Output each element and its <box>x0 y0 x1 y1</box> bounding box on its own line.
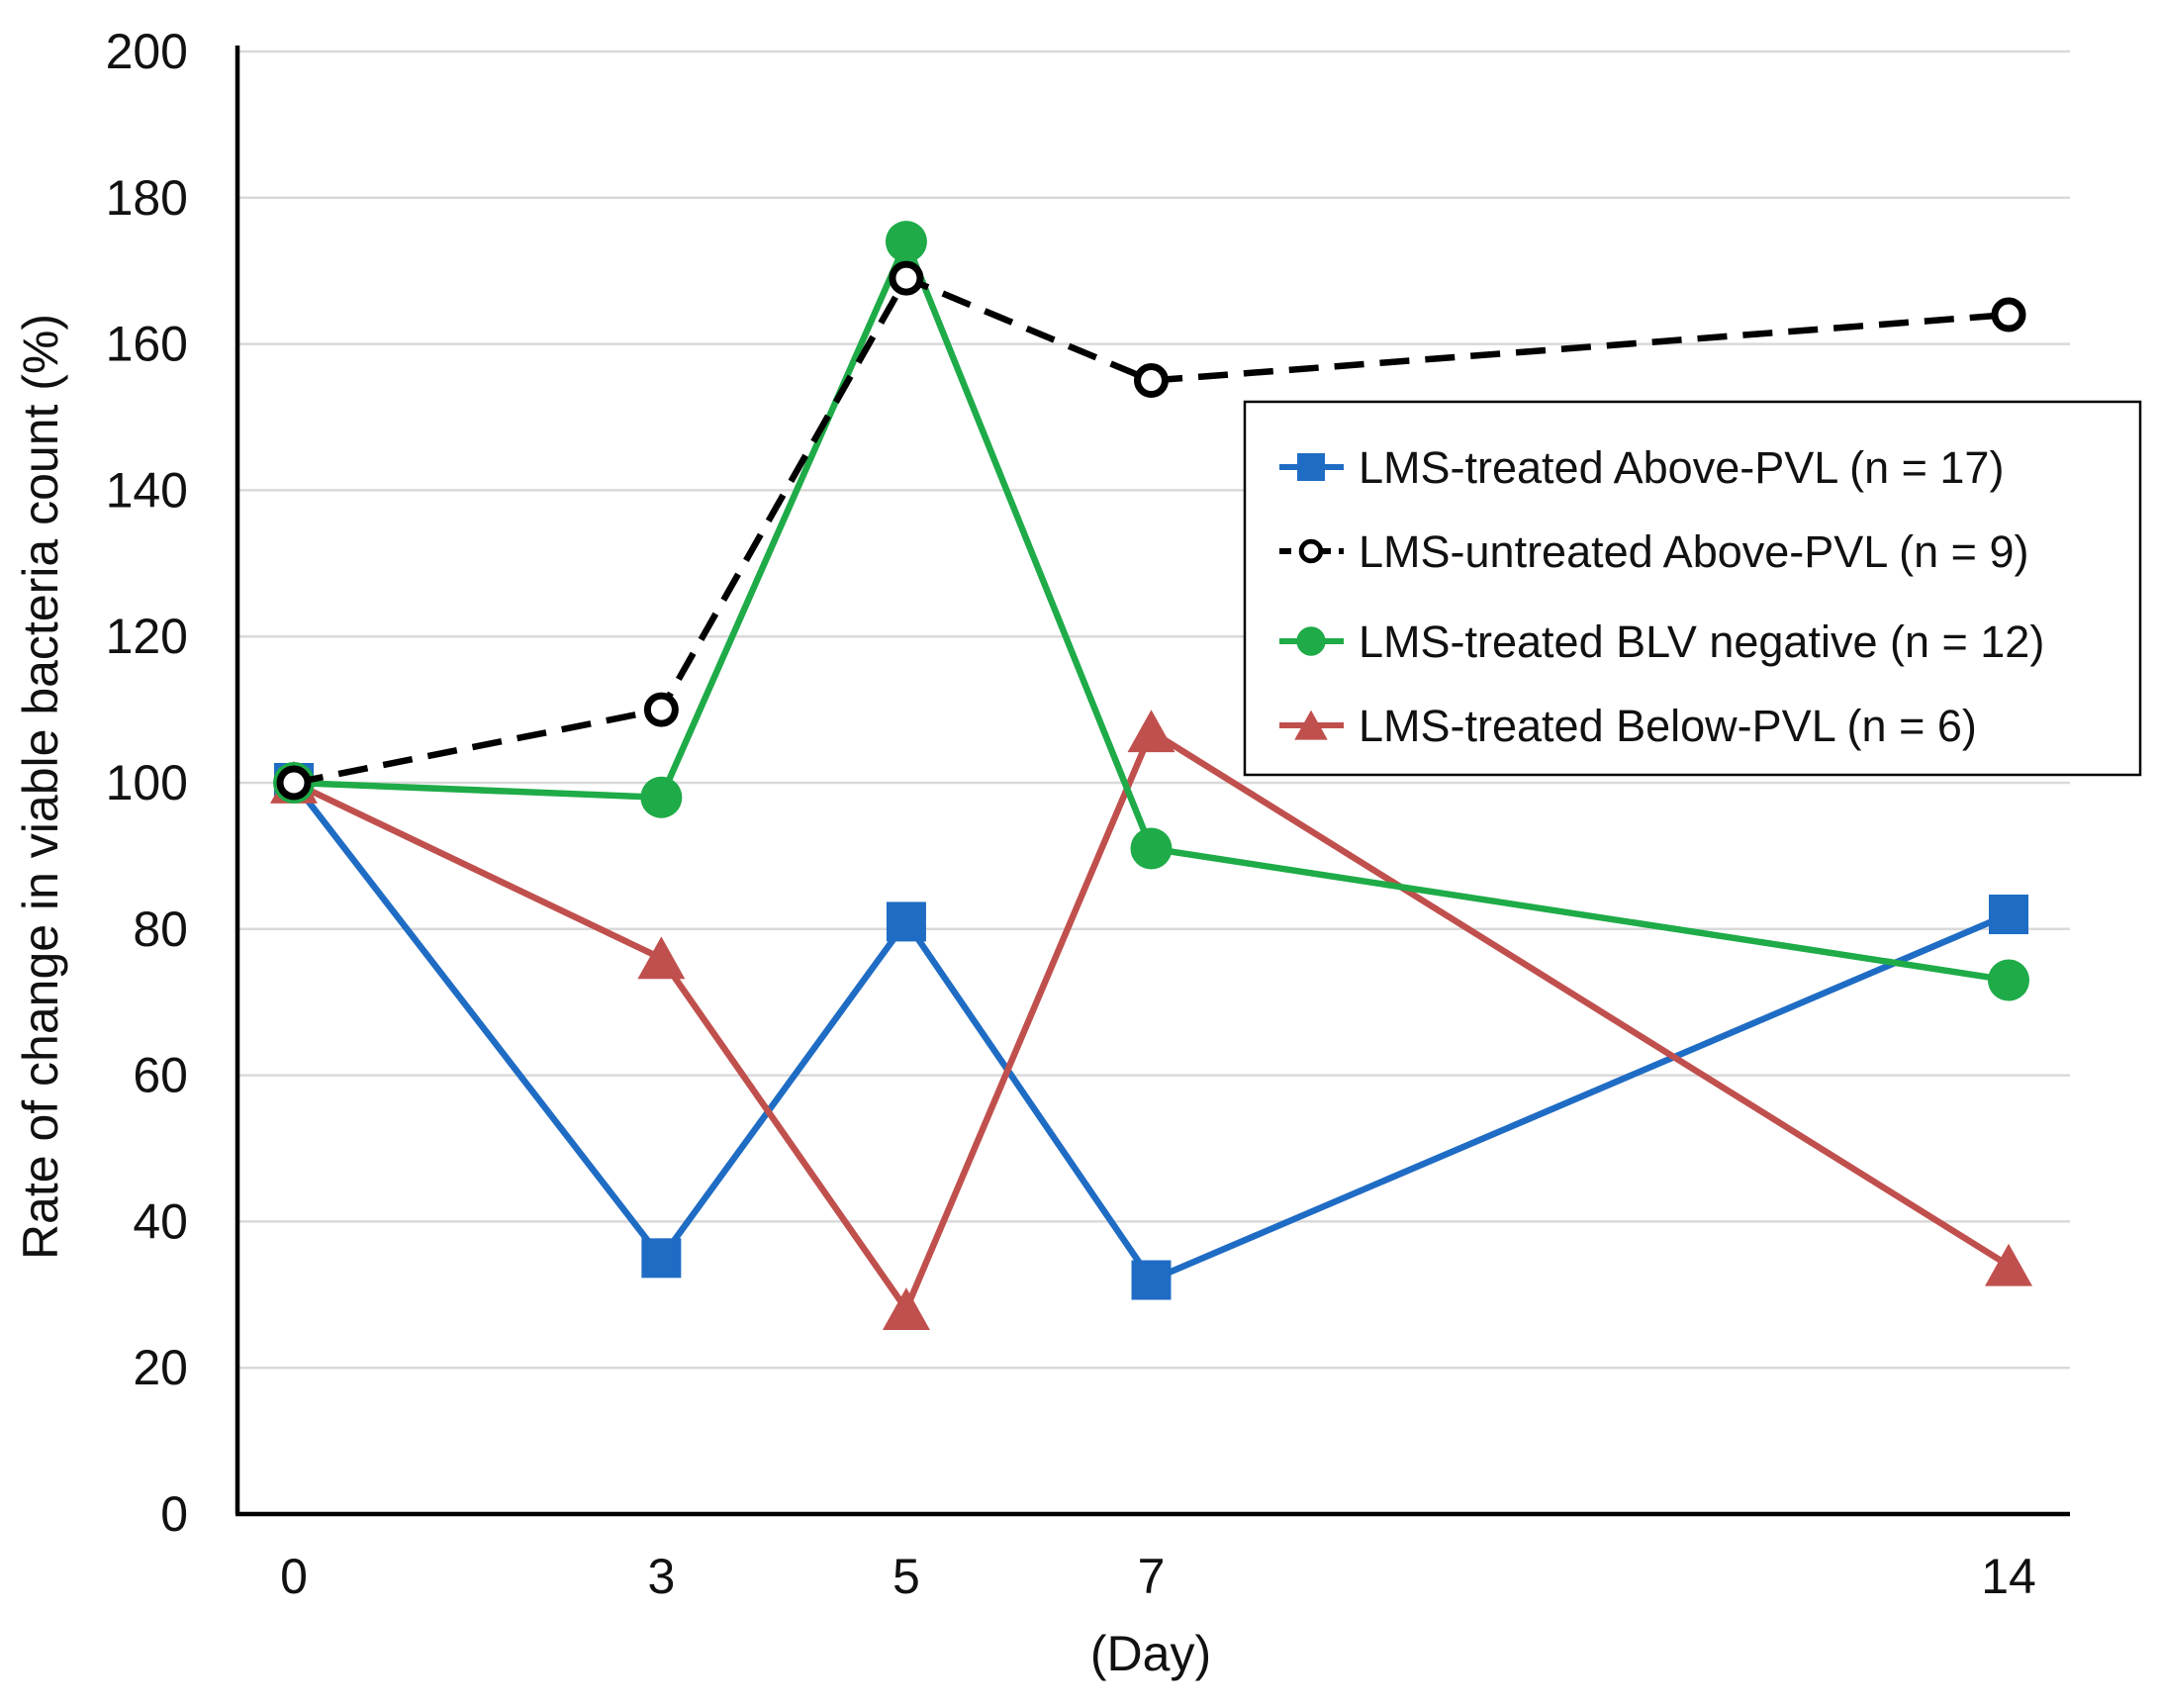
series-2-point-7 <box>1134 363 1169 399</box>
series-4-point-7 <box>1127 710 1175 753</box>
series-2-point-0 <box>276 765 312 801</box>
y-tick-label-100: 100 <box>106 755 188 810</box>
legend-swatch-marker-4 <box>1294 710 1328 740</box>
y-tick-label-160: 160 <box>106 317 188 372</box>
series-4-point-14 <box>1985 1243 2032 1286</box>
series-1-point-3 <box>641 1238 682 1279</box>
legend-swatch-marker-3 <box>1296 626 1326 656</box>
x-tick-label-3: 3 <box>647 1549 675 1604</box>
series-4-point-5 <box>882 1287 930 1330</box>
legend-item-2: LMS-untreated Above-PVL (n = 9) <box>1279 526 2028 577</box>
series-1-point-14 <box>1989 895 2028 935</box>
x-tick-labels: 0 3 5 7 14 <box>280 1549 2036 1604</box>
legend-swatch-marker-2 <box>1298 538 1324 564</box>
x-tick-label-0: 0 <box>280 1549 308 1604</box>
y-tick-label-20: 20 <box>133 1340 188 1395</box>
legend-item-4: LMS-treated Below-PVL (n = 6) <box>1279 701 1977 751</box>
legend-item-1: LMS-treated Above-PVL (n = 17) <box>1279 442 2004 493</box>
legend-swatch-marker-1 <box>1297 453 1325 481</box>
axes <box>235 46 2070 1517</box>
y-tick-label-180: 180 <box>106 170 188 226</box>
x-tick-label-7: 7 <box>1138 1549 1166 1604</box>
y-tick-labels: 0 20 40 60 80 100 120 140 160 180 200 <box>106 24 188 1542</box>
y-tick-label-40: 40 <box>133 1193 188 1249</box>
series-1-point-7 <box>1131 1260 1172 1300</box>
legend: LMS-treated Above-PVL (n = 17) LMS-untrea… <box>1243 400 2142 777</box>
legend-label-2: LMS-untreated Above-PVL (n = 9) <box>1359 526 2028 577</box>
series-3-point-14 <box>1988 959 2029 1001</box>
series-3-point-7 <box>1130 827 1173 870</box>
series-2-point-3 <box>643 692 679 727</box>
legend-label-4: LMS-treated Below-PVL (n = 6) <box>1359 701 1977 751</box>
legend-box <box>1243 400 2142 777</box>
series-2-point-5 <box>889 260 924 296</box>
legend-label-3: LMS-treated BLV negative (n = 12) <box>1359 617 2044 667</box>
legend-item-3: LMS-treated BLV negative (n = 12) <box>1279 617 2044 667</box>
legend-label-1: LMS-treated Above-PVL (n = 17) <box>1359 442 2004 493</box>
series-1-point-5 <box>886 901 926 942</box>
y-tick-label-120: 120 <box>106 609 188 664</box>
y-tick-label-60: 60 <box>133 1048 188 1103</box>
series-4-point-3 <box>637 936 686 980</box>
series-group <box>270 221 2032 1330</box>
y-tick-label-0: 0 <box>160 1486 188 1542</box>
x-tick-label-5: 5 <box>893 1549 920 1604</box>
series-2-point-14 <box>1991 297 2026 332</box>
x-tick-label-14: 14 <box>1981 1549 2036 1604</box>
y-tick-label-80: 80 <box>133 901 188 957</box>
gridlines <box>237 49 2070 1370</box>
series-3-point-3 <box>640 776 683 818</box>
x-axis-title: (Day) <box>1090 1626 1211 1681</box>
series-2 <box>276 260 2026 801</box>
series-3-point-5 <box>885 221 927 263</box>
y-tick-label-200: 200 <box>106 24 188 79</box>
y-tick-label-140: 140 <box>106 462 188 518</box>
y-axis-title: Rate of change in viable bacteria count … <box>13 314 68 1260</box>
